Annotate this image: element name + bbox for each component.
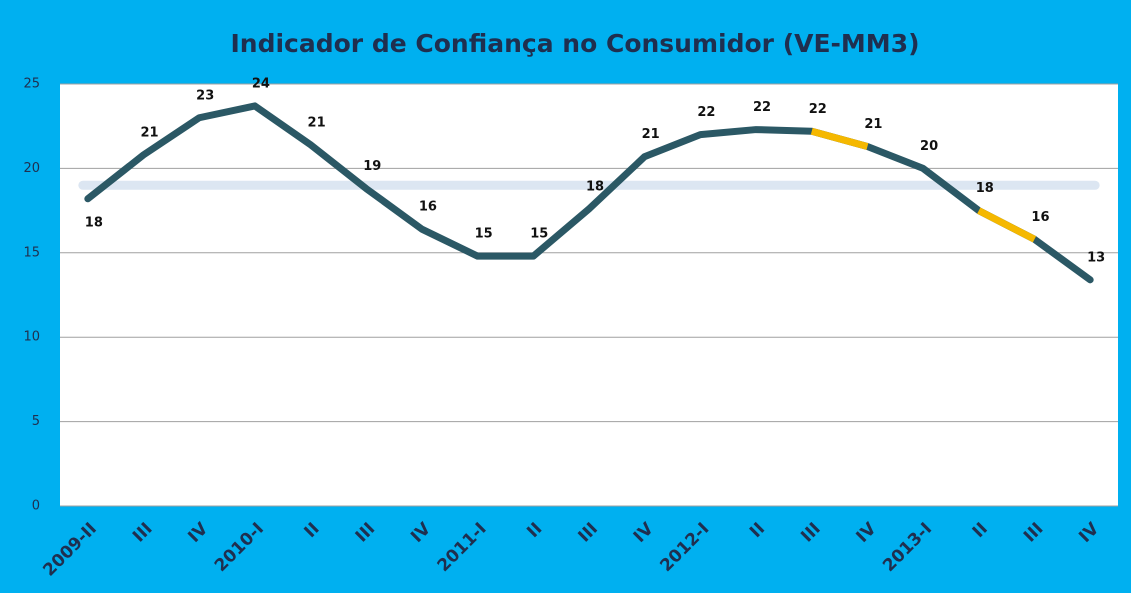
chart-title: Indicador de Confiança no Consumidor (VE… <box>230 29 919 58</box>
data-label: 18 <box>586 179 604 194</box>
data-label: 22 <box>697 105 715 120</box>
data-label: 16 <box>1031 210 1049 225</box>
data-label: 18 <box>85 215 103 230</box>
highlight-segment <box>977 207 1037 243</box>
data-label: 13 <box>1087 250 1105 265</box>
y-tick-label: 25 <box>23 77 40 92</box>
y-tick-label: 20 <box>23 161 40 176</box>
y-tick-label: 5 <box>32 414 40 429</box>
y-tick-label: 0 <box>32 499 40 514</box>
data-label: 22 <box>753 100 771 115</box>
data-label: 18 <box>976 181 994 196</box>
y-tick-label: 15 <box>23 245 40 260</box>
y-tick-label: 10 <box>23 330 40 345</box>
data-label: 21 <box>140 125 158 140</box>
highlight-segment <box>810 127 869 150</box>
data-label: 21 <box>308 115 326 130</box>
data-label: 15 <box>475 227 493 242</box>
data-label: 16 <box>419 200 437 215</box>
plot-area <box>60 84 1118 506</box>
data-label: 19 <box>363 159 381 174</box>
data-label: 21 <box>864 117 882 132</box>
data-label: 21 <box>642 127 660 142</box>
data-label: 24 <box>252 76 270 91</box>
data-label: 15 <box>530 227 548 242</box>
data-line <box>84 102 1094 284</box>
data-label: 22 <box>809 102 827 117</box>
data-label: 20 <box>920 139 938 154</box>
data-label: 23 <box>196 88 214 103</box>
